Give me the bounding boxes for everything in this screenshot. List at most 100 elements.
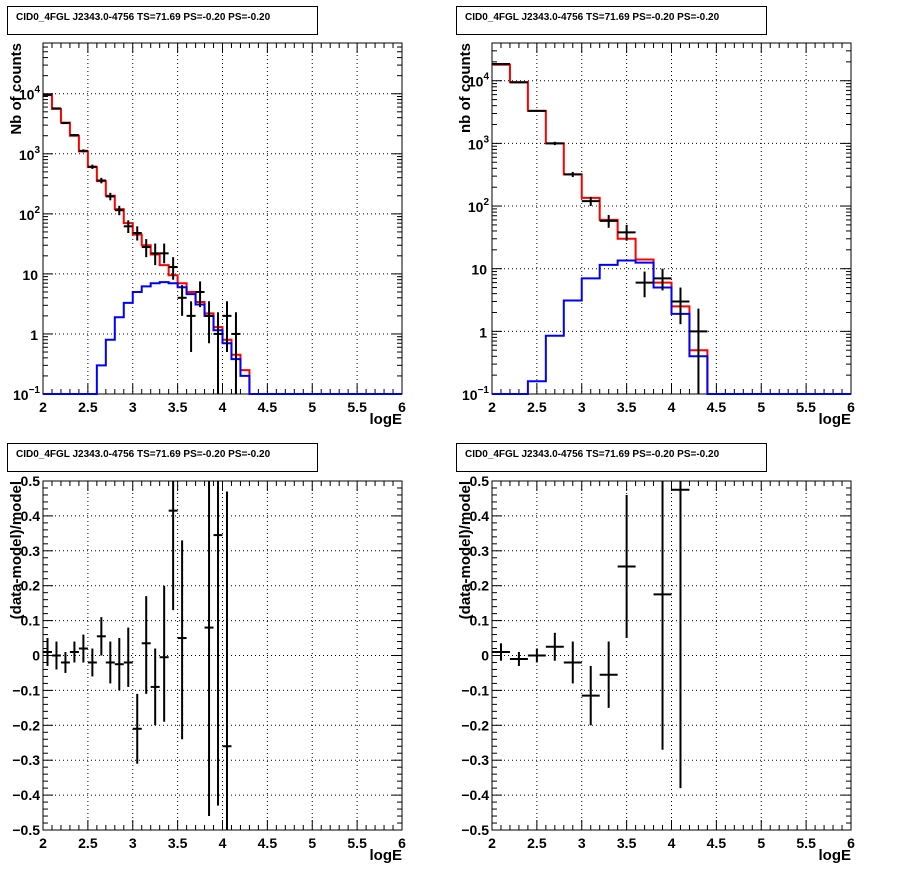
y-axis-ticks (492, 42, 851, 395)
data-point (60, 122, 70, 125)
y-tick-label: −0.2 (461, 717, 489, 733)
y-tick-label: −0.4 (461, 787, 489, 803)
y-tick-label: 103 (468, 134, 490, 152)
y-axis-title: (data-model)/model (8, 481, 25, 619)
y-tick-label: −0.1 (461, 682, 489, 698)
y-tick-label: 103 (19, 145, 41, 163)
series-line-blue-source-model (43, 281, 402, 395)
data-point (78, 634, 88, 663)
x-tick-label: 5.5 (796, 399, 816, 415)
x-tick-label: 2 (488, 399, 496, 415)
y-tick-label: 0.2 (470, 578, 490, 594)
data-point (114, 638, 124, 691)
x-tick-label: 5.5 (347, 835, 367, 851)
residual-plot-bottom-right: 2 2.5 3 3.5 4 4.5 5 5.5 6 −0.5 −0.4 −0.3 −0.2 −0.1 0 0.… (457, 473, 855, 864)
data-point (69, 133, 79, 137)
data-point (114, 205, 124, 216)
x-tick-label: 6 (398, 399, 406, 415)
data-point (69, 641, 79, 663)
x-axis-ticks (42, 481, 403, 830)
data-point (150, 648, 160, 726)
data-point (204, 481, 214, 817)
x-tick-label: 6 (847, 835, 855, 851)
data-points (43, 481, 232, 830)
data-point (581, 196, 600, 207)
data-point (635, 271, 654, 298)
x-axis-title: logE (370, 847, 403, 864)
y-tick-label: 10 (471, 262, 487, 278)
x-tick-label: 2.5 (527, 835, 547, 851)
x-tick-label: 4.5 (258, 835, 278, 851)
data-point (159, 243, 169, 264)
y-tick-label: 0 (32, 648, 40, 664)
x-axis-title: logE (370, 411, 403, 428)
data-point (51, 107, 61, 110)
data-point (545, 632, 564, 661)
data-points (492, 62, 708, 394)
data-point (689, 308, 708, 394)
data-point (177, 540, 187, 740)
x-tick-label: 3 (578, 399, 586, 415)
data-point (509, 81, 528, 84)
x-axis-ticks (42, 43, 403, 394)
series-line-blue-source-model (492, 259, 851, 395)
x-tick-label: 2.5 (78, 835, 98, 851)
y-tick-label: 0.2 (21, 578, 41, 594)
x-tick-label: 4.5 (707, 399, 727, 415)
data-point (527, 648, 546, 663)
y-tick-label: 10 (22, 267, 38, 283)
data-point (168, 481, 178, 611)
y-tick-label: 0.1 (21, 613, 41, 629)
data-point (492, 643, 510, 661)
plot-title-top-left: CID0_4FGL J2343.0-4756 TS=71.69 PS=-0.20… (7, 6, 318, 35)
plot-title-bottom-left: CID0_4FGL J2343.0-4756 TS=71.69 PS=-0.20… (7, 443, 318, 472)
y-tick-label: 0.4 (470, 508, 490, 524)
data-point (87, 164, 97, 169)
data-point (150, 243, 160, 266)
x-tick-label: 4.5 (707, 835, 727, 851)
y-tick-label: 0.3 (470, 543, 490, 559)
x-axis-title: logE (819, 411, 852, 428)
data-point (159, 585, 169, 722)
data-point (78, 149, 88, 153)
data-point (43, 93, 52, 96)
x-tick-label: 3 (578, 835, 586, 851)
x-tick-label: 5.5 (347, 399, 367, 415)
x-tick-label: 4 (668, 399, 676, 415)
x-tick-label: 2 (488, 835, 496, 851)
data-point (213, 312, 223, 394)
x-tick-label: 5 (757, 835, 765, 851)
data-point (51, 641, 61, 670)
plot-title-bottom-right: CID0_4FGL J2343.0-4756 TS=71.69 PS=-0.20… (456, 443, 767, 472)
y-axis-title: nb of counts (457, 43, 474, 133)
plot-title-top-right: CID0_4FGL J2343.0-4756 TS=71.69 PS=-0.20… (456, 6, 767, 35)
x-tick-label: 3.5 (617, 399, 637, 415)
y-tick-label: 0.4 (21, 508, 41, 524)
data-point (509, 652, 528, 666)
y-tick-label: 102 (19, 205, 41, 223)
y-tick-label: 104 (468, 72, 490, 90)
data-point (105, 192, 115, 201)
data-point (563, 171, 582, 178)
data-point (204, 301, 214, 344)
data-point (123, 220, 133, 233)
x-tick-label: 4 (668, 835, 676, 851)
y-tick-label: 104 (19, 85, 41, 103)
x-tick-label: 5 (308, 399, 316, 415)
x-tick-label: 2 (39, 835, 47, 851)
y-axis-ticks (43, 42, 402, 395)
x-tick-label: 3.5 (168, 399, 188, 415)
counts-plot-top-right: 2 2.5 3 3.5 4 4.5 5 5.5 6 10−1 1 10 102 103 104 logE nb … (457, 42, 855, 428)
data-point (195, 281, 205, 308)
x-axis-title: logE (819, 847, 852, 864)
counts-plot-top-left: 2 2.5 3 3.5 4 4.5 5 5.5 6 10−1 1 10 102 103 104 logE Nb … (8, 42, 406, 428)
y-tick-label: −0.3 (12, 752, 40, 768)
x-tick-label: 3 (129, 835, 137, 851)
data-point (563, 641, 582, 684)
y-tick-label: 0.5 (470, 473, 490, 489)
y-tick-label: −0.5 (12, 822, 40, 838)
y-tick-label: 10−1 (462, 385, 489, 403)
data-point (96, 617, 106, 656)
data-points (492, 481, 690, 789)
data-point (141, 596, 151, 694)
